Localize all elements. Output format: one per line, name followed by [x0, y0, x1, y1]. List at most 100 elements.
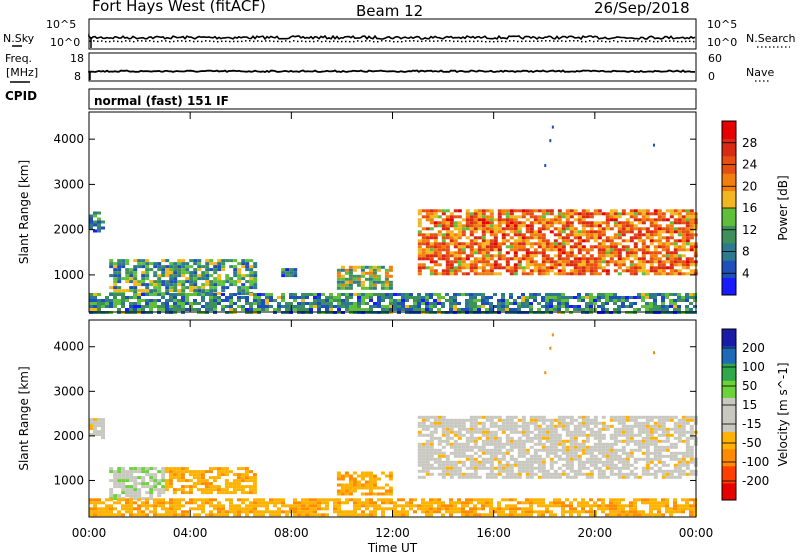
rti-cell: [445, 427, 450, 431]
rti-cell: [224, 482, 229, 486]
rti-cell: [208, 482, 213, 486]
rti-cell: [577, 466, 582, 470]
rti-cell: [505, 224, 510, 228]
rti-cell: [397, 299, 401, 302]
rti-cell: [425, 472, 430, 476]
rti-cell: [645, 427, 650, 431]
rti-cell: [613, 501, 617, 505]
rti-cell: [137, 491, 142, 495]
rti-cell: [329, 296, 333, 299]
rti-cell: [605, 475, 610, 479]
rti-cell: [473, 415, 478, 419]
rti-cell: [285, 305, 289, 308]
noise-search-dot: [517, 40, 519, 43]
rti-cell: [352, 277, 357, 281]
rti-cell: [605, 218, 610, 222]
rti-cell: [581, 239, 586, 243]
rti-cell: [141, 513, 145, 517]
rti-cell: [577, 233, 582, 237]
rti-cell: [244, 470, 249, 474]
rti-cell: [553, 260, 558, 264]
rti-cell: [601, 245, 606, 249]
rti-cell: [673, 504, 677, 508]
rti-cell: [417, 445, 422, 449]
rti-cell: [437, 296, 441, 299]
rti-cell: [137, 467, 142, 471]
rti-cell: [501, 457, 506, 461]
rti-cell: [125, 476, 130, 480]
rti-cell: [585, 427, 590, 431]
rti-cell: [473, 442, 478, 446]
rti-cell: [553, 451, 558, 455]
rti-cell: [465, 245, 470, 249]
noise-search-dot: [545, 40, 547, 42]
rti-cell: [573, 272, 578, 276]
rti-cell: [645, 293, 649, 296]
rti-cell: [545, 212, 550, 216]
rti-cell: [613, 269, 618, 273]
rti-cell: [465, 513, 469, 517]
rti-cell: [553, 242, 558, 246]
rti-cell: [473, 293, 477, 296]
rti-cell: [581, 504, 585, 508]
rti-cell: [689, 263, 694, 267]
rti-cell: [557, 230, 562, 234]
rti-cell: [633, 212, 638, 216]
rti-cell: [517, 460, 522, 464]
rti-cell: [633, 233, 638, 237]
rti-cell: [645, 436, 650, 440]
rti-cell: [669, 299, 673, 302]
rti-cell: [133, 470, 138, 474]
nsky-tick-low: 10^0: [50, 36, 81, 49]
rti-cell: [449, 251, 454, 255]
noise-search-dot: [617, 40, 619, 43]
rti-cell: [265, 510, 269, 514]
rti-cell: [545, 430, 550, 434]
rti-cell: [673, 239, 678, 243]
y-tick-label: 4000: [53, 132, 84, 146]
rti-cell: [525, 299, 529, 302]
rti-cell: [101, 302, 105, 305]
rti-cell: [681, 510, 685, 514]
rti-cell: [169, 293, 173, 296]
rti-cell: [605, 251, 610, 255]
rti-cell: [677, 466, 682, 470]
rti-cell: [421, 308, 425, 311]
rti-cell: [569, 248, 574, 252]
rti-cell: [613, 463, 618, 467]
rti-cell: [525, 236, 530, 240]
rti-cell: [553, 498, 557, 502]
rti-cell: [673, 209, 678, 213]
power-colorbar-swatch: [722, 277, 736, 296]
rti-cell: [593, 424, 598, 428]
rti-cell: [429, 209, 434, 213]
rti-cell: [101, 427, 105, 431]
rti-cell: [336, 471, 341, 475]
rti-cell: [529, 457, 534, 461]
rti-cell: [141, 501, 145, 505]
rti-cell: [641, 305, 645, 308]
rti-cell: [465, 454, 470, 458]
rti-cell: [665, 475, 670, 479]
rti-cell: [649, 212, 654, 216]
rti-cell: [545, 445, 550, 449]
rti-cell: [649, 266, 654, 270]
rti-cell: [665, 454, 670, 458]
rti-cell: [625, 439, 630, 443]
rti-cell: [553, 513, 557, 517]
rti-cell: [397, 308, 401, 311]
rti-cell: [205, 259, 210, 263]
rti-cell: [609, 433, 614, 437]
rti-cell: [689, 507, 693, 511]
rti-cell: [537, 215, 542, 219]
rti-cell: [249, 265, 254, 269]
rti-cell: [493, 415, 498, 419]
rti-cell: [469, 254, 474, 258]
rti-cell: [385, 501, 389, 505]
rti-cell: [501, 299, 505, 302]
rti-cell: [265, 305, 269, 308]
rti-cell: [217, 274, 222, 278]
rti-cell: [193, 259, 198, 263]
rti-cell: [605, 308, 609, 311]
rti-cell: [577, 454, 582, 458]
